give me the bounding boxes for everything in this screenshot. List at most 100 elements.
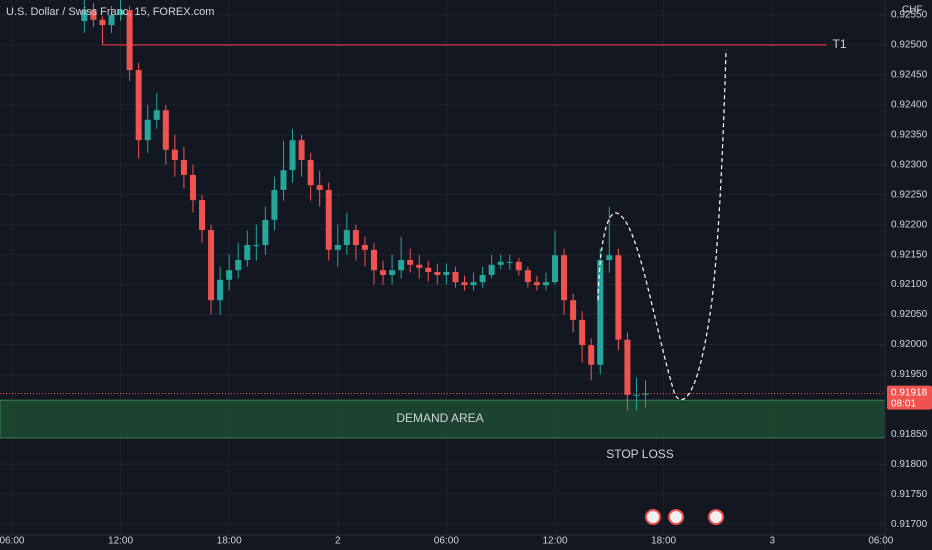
candle-body: [189, 174, 196, 201]
candle-body: [370, 249, 377, 271]
candle-body: [398, 260, 405, 271]
candle-body: [135, 70, 142, 141]
candle-body: [624, 339, 631, 395]
y-tick-label: 0.92100: [891, 279, 928, 290]
candle-body: [434, 271, 441, 275]
candle-body: [253, 245, 260, 247]
candle-body: [171, 149, 178, 160]
candle-body: [443, 271, 450, 275]
candle-body: [244, 245, 251, 261]
x-tick-label: 12:00: [542, 536, 567, 547]
y-tick-label: 0.92400: [891, 99, 928, 110]
y-tick-label: 0.92300: [891, 159, 928, 170]
x-tick-label: 3: [769, 536, 775, 547]
candle-body: [90, 10, 97, 20]
candle-body: [570, 300, 577, 320]
candle-body: [289, 140, 296, 171]
candle-body: [352, 230, 359, 246]
y-tick-label: 0.92500: [891, 40, 928, 51]
candle-body: [524, 270, 531, 283]
y-tick-label: 0.92050: [891, 309, 928, 320]
candle-body: [470, 282, 477, 286]
candle-body: [642, 393, 649, 395]
candle-body: [533, 282, 540, 286]
candle-body: [307, 159, 314, 186]
candle-body: [262, 219, 269, 246]
candle-body: [343, 230, 350, 246]
candle-body: [126, 10, 133, 71]
event-icons: [645, 509, 724, 525]
candle-body: [99, 19, 106, 26]
candle-body: [561, 255, 568, 301]
candle-body: [117, 10, 124, 15]
y-tick-label: 0.92250: [891, 189, 928, 200]
candle-body: [542, 282, 549, 286]
y-tick-label: 0.91800: [891, 459, 928, 470]
y-tick-label: 0.92150: [891, 249, 928, 260]
currency-label: CHF: [902, 5, 923, 16]
y-tick-label: 0.92450: [891, 70, 928, 81]
candle-body: [271, 189, 278, 220]
candle-body: [226, 270, 233, 280]
last-price-label: 0.91918: [891, 387, 928, 398]
candle-body: [633, 394, 640, 396]
chart-title: U.S. Dollar / Swiss Franc, 15, FOREX.com: [6, 6, 214, 18]
candle-body: [615, 255, 622, 340]
candle-body: [325, 189, 332, 250]
x-tick-label: 06:00: [434, 536, 459, 547]
candle-body: [407, 260, 414, 265]
y-tick-label: 0.91750: [891, 489, 928, 500]
zone-label: DEMAND AREA: [396, 411, 483, 425]
candle-body: [579, 319, 586, 346]
x-tick-label: 06:00: [868, 536, 893, 547]
demand-zone: [0, 399, 885, 439]
candle-body: [416, 264, 423, 268]
candle-body: [389, 270, 396, 275]
candle-body: [316, 185, 323, 190]
y-tick-label: 0.91700: [891, 519, 928, 530]
countdown-label: 08:01: [891, 398, 916, 409]
y-tick-label: 0.92200: [891, 219, 928, 230]
candle-body: [380, 270, 387, 275]
stop-label: STOP LOSS: [606, 447, 674, 461]
y-tick-label: 0.91950: [891, 369, 928, 380]
candle-body: [280, 170, 287, 190]
x-tick-label: 18:00: [217, 536, 242, 547]
x-tick-label: 12:00: [108, 536, 133, 547]
candle-body: [461, 282, 468, 286]
candle-body: [506, 261, 513, 263]
candle-body: [606, 255, 613, 261]
candle-body: [180, 159, 187, 175]
candle-body: [208, 230, 215, 301]
candle-body: [199, 200, 206, 231]
x-tick-label: 2: [335, 536, 341, 547]
candle-body: [515, 261, 522, 271]
candle-body: [153, 110, 160, 120]
candle-body: [488, 264, 495, 275]
candle-body: [217, 279, 224, 301]
y-tick-label: 0.92000: [891, 339, 928, 350]
candle-body: [452, 271, 459, 283]
last-price-box: [887, 385, 932, 410]
candle-body: [162, 110, 169, 150]
candle-body: [361, 245, 368, 250]
candle-body: [479, 274, 486, 283]
candle-body: [235, 260, 242, 271]
candle-body: [552, 255, 559, 283]
candle-body: [334, 245, 341, 250]
x-tick-label: 06:00: [0, 536, 25, 547]
candle-body: [497, 261, 504, 265]
x-tick-label: 18:00: [651, 536, 676, 547]
candle-body: [81, 10, 88, 21]
y-tick-label: 0.92550: [891, 10, 928, 21]
candle-body: [425, 267, 432, 272]
candle-body: [144, 119, 151, 141]
candle-body: [588, 345, 595, 365]
y-tick-label: 0.91850: [891, 429, 928, 440]
candle-body: [597, 260, 604, 365]
y-tick-label: 0.92350: [891, 129, 928, 140]
plot-area: [0, 0, 885, 535]
target-label: T1: [833, 37, 847, 51]
